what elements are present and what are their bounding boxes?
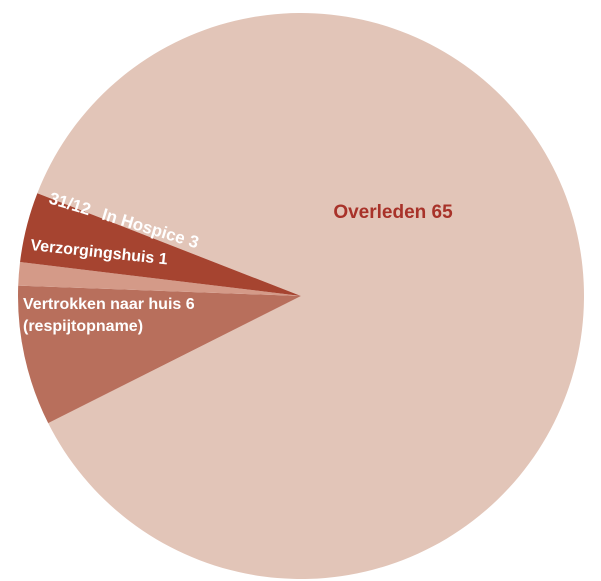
pie-slice-verzorgingshuis: [18, 262, 301, 296]
pie-slice-hospice: [20, 193, 302, 296]
slice-label-vertrokken: Vertrokken naar huis 6: [23, 296, 195, 313]
pie-slice-overleden: [37, 12, 585, 579]
slice-label-verzorgingshuis-value: 1: [158, 251, 169, 269]
slice-label-vertrokken-value: 6: [186, 296, 195, 313]
slice-label-overleden-value: 65: [432, 202, 454, 223]
pie-slices: [18, 12, 585, 579]
pie-slice-vertrokken: [18, 285, 302, 424]
slice-label-overleden: Overleden 65: [333, 202, 453, 223]
slice-label-overleden-name: Overleden: [333, 202, 426, 223]
slice-label-vertrokken-name: Vertrokken naar huis: [23, 296, 181, 313]
slice-label-vertrokken-line2: (respijtopname): [23, 318, 143, 335]
